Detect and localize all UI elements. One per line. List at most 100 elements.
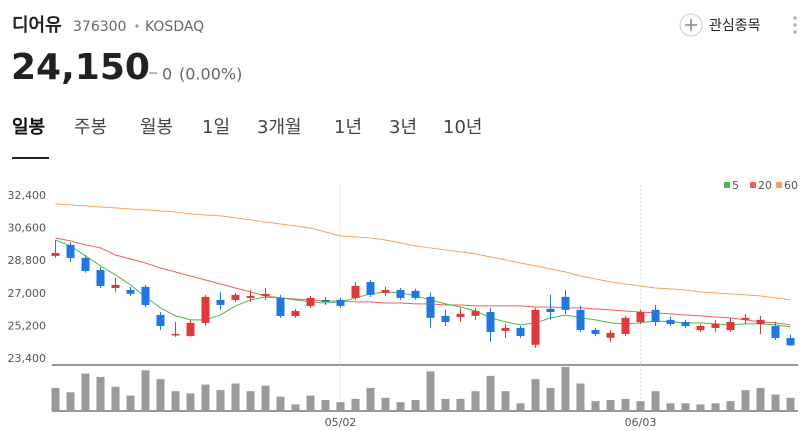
volume-bar [96, 376, 105, 411]
moving-average-line [55, 239, 791, 328]
legend-swatch [750, 182, 756, 188]
y-tick-label: 25,200 [8, 319, 47, 332]
active-tab-underline [12, 157, 49, 159]
volume-bar [246, 391, 255, 411]
volume-bar [666, 403, 675, 411]
candle-body [156, 314, 165, 326]
y-tick-label: 28,800 [8, 254, 47, 267]
candle-body [546, 308, 555, 313]
y-tick-label: 32,400 [8, 189, 47, 202]
stock-code: 376300 [73, 19, 126, 35]
candle-body [366, 281, 375, 295]
candle-body [411, 290, 420, 298]
volume-bar [486, 375, 495, 411]
volume-bar [396, 402, 405, 411]
volume-bar [111, 386, 120, 411]
plus-icon [685, 19, 697, 31]
candle-body [141, 286, 150, 305]
candle-body [621, 317, 630, 334]
candle-body [516, 327, 525, 336]
period-tab[interactable]: 3년 [389, 117, 417, 138]
period-tab[interactable]: 월봉 [140, 117, 173, 138]
price: 24,150 [11, 47, 150, 88]
legend-label: 20 [758, 179, 772, 192]
candle-body [651, 309, 660, 323]
candle-body [291, 310, 300, 317]
watchlist-label: 관심종목 [709, 18, 761, 34]
volume-bar [201, 384, 210, 411]
volume-bar [591, 401, 600, 411]
volume-bar [426, 371, 435, 411]
candle-body [231, 294, 240, 300]
volume-bar [786, 397, 795, 411]
volume-bar [471, 391, 480, 411]
volume-bar [366, 387, 375, 411]
volume-bar [141, 370, 150, 411]
candle-body [786, 337, 795, 346]
candle-body [396, 289, 405, 298]
volume-bar [456, 398, 465, 411]
candle-body [66, 244, 75, 258]
volume-bar [186, 393, 195, 411]
candle-body [381, 289, 390, 293]
moving-average-line [55, 237, 791, 326]
volume-bar [441, 398, 450, 411]
volume-bar [576, 383, 585, 411]
candle-body [606, 332, 615, 338]
volume-bar [66, 392, 75, 411]
volume-bar [336, 402, 345, 411]
candle-body [531, 309, 540, 345]
volume-bar [636, 401, 645, 411]
candle-body [201, 296, 210, 323]
change-rate: (0.00%) [179, 65, 242, 84]
volume-bar [651, 391, 660, 411]
dot [793, 30, 797, 34]
period-tab[interactable]: 1년 [334, 117, 362, 138]
candle-body [741, 317, 750, 320]
volume-bar [501, 391, 510, 411]
volume-bar [51, 387, 60, 411]
period-tab[interactable]: 주봉 [74, 117, 107, 138]
legend-label: 60 [784, 179, 798, 192]
period-tab[interactable]: 3개월 [257, 117, 302, 138]
candle-body [456, 313, 465, 317]
volume-bar [216, 390, 225, 411]
candle-body [306, 297, 315, 306]
candle-body [576, 309, 585, 330]
volume-bar [771, 394, 780, 411]
candle-body [216, 299, 225, 305]
period-tab[interactable]: 일봉 [12, 117, 45, 138]
more-menu[interactable] [793, 16, 797, 34]
volume-bar [756, 387, 765, 411]
volume-bar [741, 390, 750, 411]
candle-body [726, 322, 735, 331]
candle-body [111, 284, 120, 288]
volume-bar [351, 398, 360, 411]
candle-body [186, 322, 195, 336]
volume-bar [381, 397, 390, 411]
candle-body [276, 297, 285, 317]
period-tab[interactable]: 10년 [443, 117, 482, 138]
legend-swatch [724, 182, 730, 188]
volume-bar [126, 395, 135, 411]
candle-body [171, 333, 180, 336]
candle-body [96, 270, 105, 286]
volume-bar [531, 379, 540, 411]
volume-bar [81, 373, 90, 411]
candle-body [81, 257, 90, 271]
candle-body [756, 319, 765, 325]
candle-body [591, 329, 600, 334]
volume-bar [321, 400, 330, 411]
volume-bar [726, 401, 735, 411]
change: 0 [162, 65, 172, 84]
y-tick-label: 23,400 [8, 352, 47, 365]
period-tab[interactable]: 1일 [202, 117, 230, 138]
candle-body [126, 289, 135, 294]
watchlist-button[interactable]: 관심종목 [679, 13, 761, 37]
volume-bar [696, 404, 705, 411]
volume-bar [606, 400, 615, 411]
moving-average-line [55, 203, 791, 301]
candle-body [636, 312, 645, 323]
candle-body [261, 293, 270, 296]
period-tabs: 일봉 주봉 월봉 1일 3개월 1년 3년 10년 [12, 117, 482, 138]
